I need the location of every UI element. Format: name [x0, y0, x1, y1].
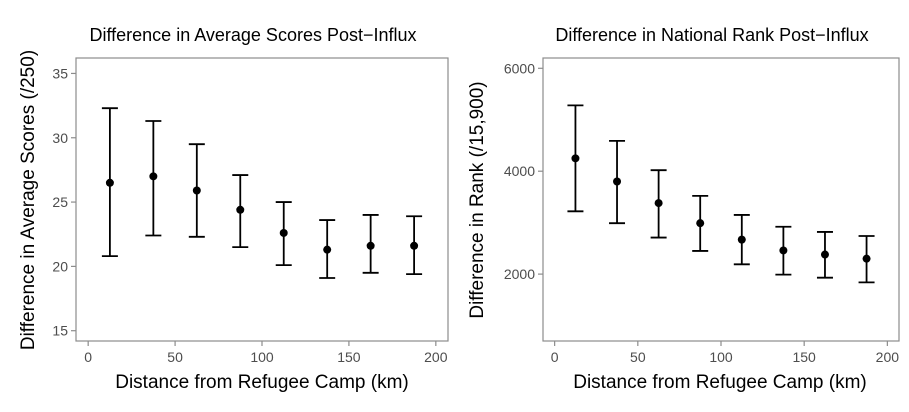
data-point — [862, 254, 871, 263]
plot-panel-border — [75, 57, 449, 342]
data-point — [279, 228, 288, 237]
data-point — [696, 219, 705, 228]
data-point — [323, 245, 332, 254]
y-axis-label: Difference in Average Scores (/250) — [18, 50, 39, 350]
data-point — [654, 199, 663, 208]
data-point — [410, 241, 419, 250]
data-point — [149, 172, 158, 181]
y-tick-label: 30 — [52, 130, 68, 146]
y-tick-label: 25 — [52, 194, 68, 210]
data-point — [571, 154, 580, 163]
chart-title: Difference in Average Scores Post−Influx — [89, 25, 416, 45]
y-tick-label: 4000 — [504, 163, 535, 179]
data-point — [366, 241, 375, 250]
y-axis-label: Difference in Rank (/15,900) — [467, 81, 488, 318]
x-tick-label: 0 — [84, 349, 92, 365]
y-tick-label: 20 — [52, 258, 68, 274]
data-point — [613, 177, 622, 186]
x-tick-label: 100 — [250, 349, 274, 365]
plot-panel-border — [542, 57, 900, 342]
chart-panel-rank: Difference in National Rank Post−Influx … — [467, 25, 900, 393]
x-tick-label: 150 — [792, 349, 816, 365]
y-tick-label: 15 — [52, 323, 68, 339]
x-tick-label: 50 — [630, 349, 646, 365]
data-point — [236, 205, 245, 214]
x-tick-label: 100 — [709, 349, 733, 365]
data-point — [105, 178, 114, 187]
x-tick-label: 0 — [551, 349, 559, 365]
x-tick-label: 50 — [167, 349, 183, 365]
axis-ticks: 0 50 100 150 200 15 20 25 30 35 — [52, 65, 447, 365]
x-tick-label: 150 — [337, 349, 361, 365]
data-point — [737, 235, 746, 244]
y-tick-label: 2000 — [504, 266, 535, 282]
data-point — [779, 246, 788, 255]
data-point — [820, 250, 829, 259]
x-axis-label: Distance from Refugee Camp (km) — [573, 372, 867, 393]
data-point — [192, 186, 201, 195]
data-marks — [567, 104, 875, 284]
chart-panel-scores: Difference in Average Scores Post−Influx… — [18, 25, 449, 393]
data-marks — [101, 107, 423, 279]
x-axis-label: Distance from Refugee Camp (km) — [115, 372, 409, 393]
x-tick-label: 200 — [876, 349, 900, 365]
chart-title: Difference in National Rank Post−Influx — [555, 25, 868, 45]
x-tick-label: 200 — [424, 349, 448, 365]
axis-ticks: 0 50 100 150 200 2000 4000 6000 — [504, 60, 899, 365]
y-tick-label: 35 — [52, 65, 68, 81]
y-tick-label: 6000 — [504, 60, 535, 76]
